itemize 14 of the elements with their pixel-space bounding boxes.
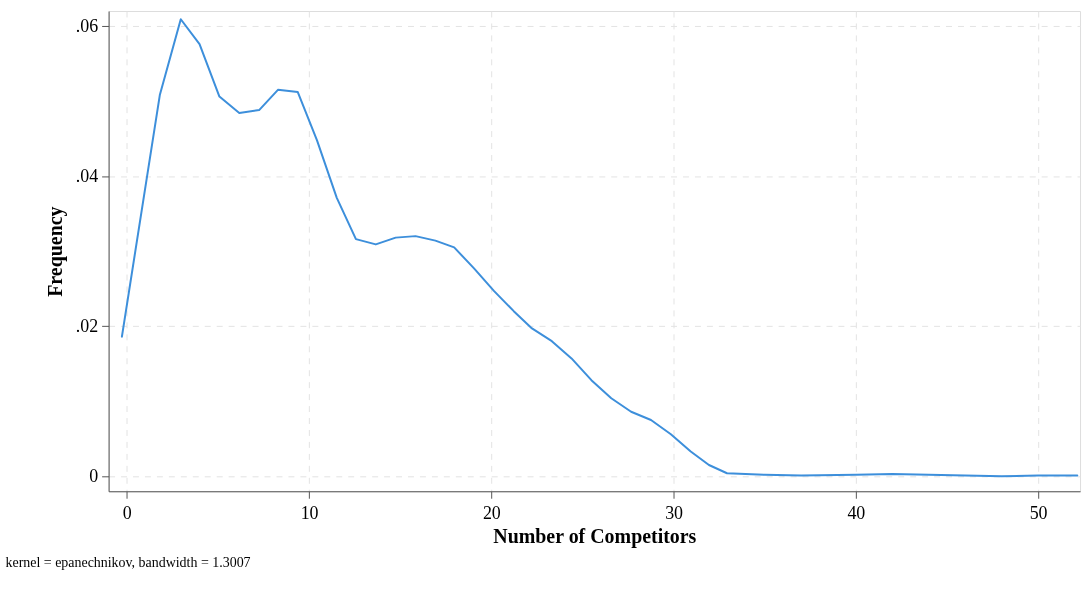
y-tick-label: .04	[75, 165, 99, 186]
y-tick-label: .02	[75, 315, 99, 336]
y-axis-title: Frequency	[43, 206, 67, 297]
text: kernel = epanechnikov, bandwidth = 1.3007	[5, 554, 251, 570]
y-tick-label: .06	[75, 15, 99, 36]
x-tick-label: 30	[665, 502, 684, 523]
x-axis-title: Number of Competitors	[493, 524, 697, 548]
x-tick-label: 50	[1029, 502, 1048, 523]
x-tick-label: 0	[122, 502, 132, 523]
x-tick-label: 40	[847, 502, 866, 523]
x-tick-label: 10	[300, 502, 319, 523]
line-series	[120, 18, 1079, 478]
x-tick-label: 20	[482, 502, 501, 523]
y-tick-label: 0	[89, 465, 99, 486]
